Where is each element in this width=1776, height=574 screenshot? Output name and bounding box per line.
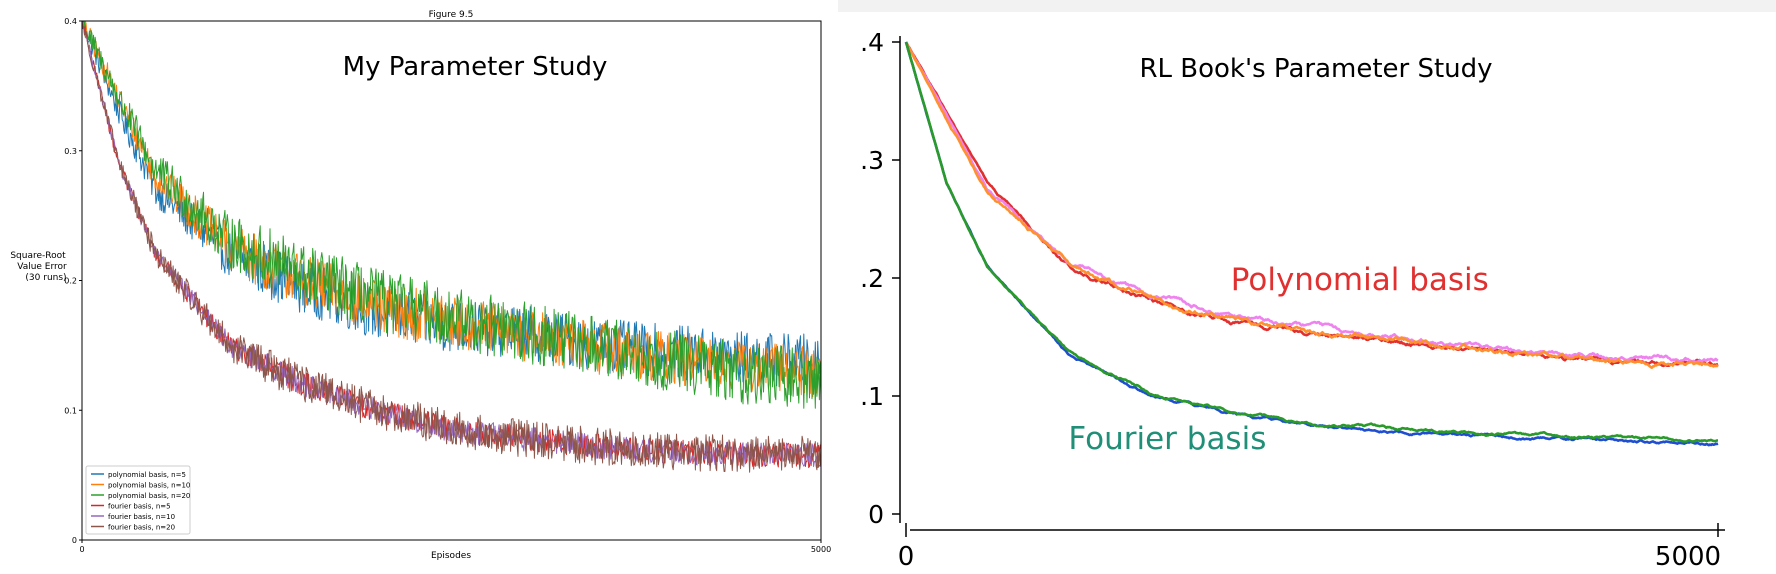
left-y-tick-label: 0.3 [64,147,77,156]
left-legend-label: polynomial basis, n=5 [108,471,186,479]
right-chart-background [838,0,1776,570]
left-legend-label: fourier basis, n=20 [108,524,175,532]
right-top-strip [838,0,1776,12]
left-chart-panel: Figure 9.5 0 0.1 0.2 0.3 0.4 0 5000 My Paramet… [0,0,832,570]
right-chart: 0 .1 .2 .3 .4 0 5000 RL Book's Parameter Study… [838,0,1776,572]
right-y-tick-label: .1 [860,382,884,411]
right-ticks-group: 0 .1 .2 .3 .4 0 5000 [860,28,1721,572]
y-axis-label-line-3: (30 runs) [25,273,66,283]
figure-label: Figure 9.5 [429,10,474,20]
left-series-group [81,20,822,473]
right-series-group [904,41,1719,447]
left-ticks-group: 0 0.1 0.2 0.3 0.4 0 5000 [64,17,831,554]
left-y-axis-label: Square-Root Value Error (30 runs) [10,251,67,283]
left-legend-label: polynomial basis, n=20 [108,492,190,500]
left-chart-title: My Parameter Study [343,52,608,82]
right-series-line-5 [904,41,1719,443]
left-legend-label: fourier basis, n=5 [108,503,171,511]
left-x-tick-label: 0 [79,545,84,554]
fourier-basis-annotation: Fourier basis [1068,421,1266,457]
right-series-line-3 [904,41,1719,369]
right-series-line-2 [904,41,1719,364]
left-y-tick-label: 0.4 [64,17,77,26]
right-y-tick-label: .2 [860,264,884,293]
left-legend-label: fourier basis, n=10 [108,513,175,521]
right-chart-title: RL Book's Parameter Study [1139,54,1492,84]
right-annotations-group: Polynomial basis Fourier basis [1068,262,1488,457]
polynomial-basis-annotation: Polynomial basis [1231,262,1489,298]
right-x-tick-label: 5000 [1655,542,1721,570]
left-x-axis-label: Episodes [431,551,471,561]
left-chart: Figure 9.5 0 0.1 0.2 0.3 0.4 0 5000 My Paramet… [0,0,832,570]
left-y-tick-label: 0.1 [64,406,77,415]
right-y-tick-label: .3 [860,146,884,175]
left-x-tick-label: 5000 [811,545,831,554]
left-legend-box [85,465,191,535]
left-series-line-6 [81,20,822,473]
left-legend-label: polynomial basis, n=10 [108,482,190,490]
left-y-tick-label: 0 [72,536,77,545]
right-y-tick-label: 0 [868,500,884,529]
right-x-tick-label: 0 [898,542,915,570]
left-series-line-3 [81,20,822,409]
left-y-tick-label: 0.2 [64,277,77,286]
left-legend: polynomial basis, n=5 polynomial basis, n… [85,465,191,535]
y-axis-label-line-2: Value Error [17,262,67,272]
y-axis-label-line-1: Square-Root [10,251,66,261]
right-y-tick-label: .4 [860,28,884,57]
right-chart-panel: 0 .1 .2 .3 .4 0 5000 RL Book's Parameter Study… [838,0,1776,572]
